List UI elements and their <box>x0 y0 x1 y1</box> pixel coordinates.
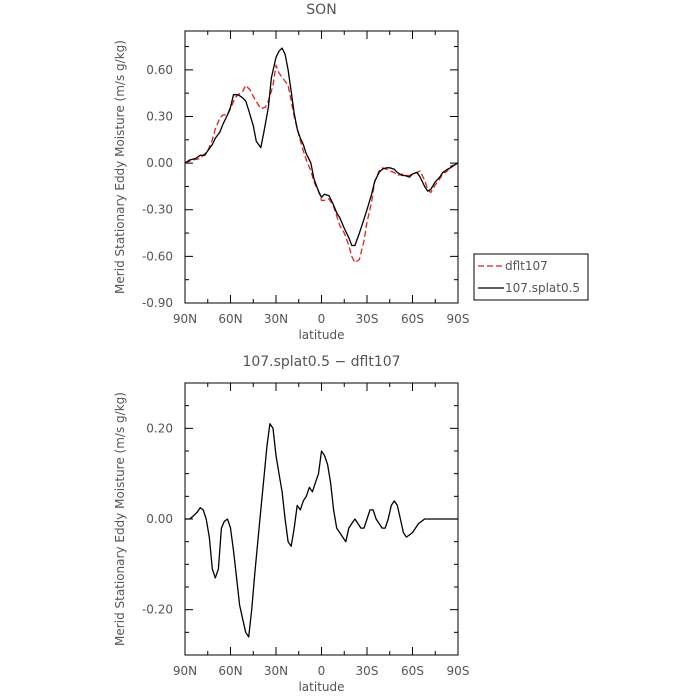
x-tick-label: 30S <box>356 312 379 326</box>
y-tick-label: 0.60 <box>146 63 173 77</box>
x-tick-label: 60N <box>218 664 242 678</box>
y-tick-label: -0.60 <box>142 249 173 263</box>
y-axis-label: Merid Stationary Eddy Moisture (m/s g/kg… <box>113 392 127 646</box>
legend-label: dflt107 <box>505 259 548 273</box>
y-axis-label: Merid Stationary Eddy Moisture (m/s g/kg… <box>113 40 127 294</box>
chart-panel-2: 107.splat0.5 − dflt107 -0.20 0.00 0.20 90N 60… <box>113 354 469 694</box>
x-tick-label: 90S <box>447 312 470 326</box>
chart-title: 107.splat0.5 − dflt107 <box>242 354 400 370</box>
x-tick-label: 0 <box>318 664 326 678</box>
y-tick-label: 0.00 <box>146 512 173 526</box>
legend-label: 107.splat0.5 <box>505 281 580 295</box>
x-axis-label: latitude <box>298 680 344 694</box>
y-tick-label: 0.30 <box>146 109 173 123</box>
chart-title: SON <box>306 2 336 18</box>
x-tick-label: 30N <box>264 664 288 678</box>
x-axis-label: latitude <box>298 328 344 342</box>
x-tick-label: 90N <box>173 312 197 326</box>
y-tick-label: -0.30 <box>142 203 173 217</box>
y-tick-label: 0.20 <box>146 421 173 435</box>
legend-box <box>473 253 589 301</box>
x-tick-label: 0 <box>318 312 326 326</box>
x-tick-label: 30S <box>356 664 379 678</box>
y-tick-label: -0.20 <box>142 603 173 617</box>
x-tick-label: 60S <box>401 312 424 326</box>
x-tick-label: 90S <box>447 664 470 678</box>
series-line-dflt107 <box>184 64 459 264</box>
x-tick-label: 60S <box>401 664 424 678</box>
y-tick-label: 0.00 <box>146 156 173 170</box>
x-tick-label: 60N <box>218 312 242 326</box>
x-tick-label: 30N <box>264 312 288 326</box>
series-line-difference <box>185 423 458 638</box>
x-tick-label: 90N <box>173 664 197 678</box>
chart-panel-1: SON -0.90 -0.60 -0.30 0.00 0.30 0.60 90N 60N 30N 0… <box>113 2 589 342</box>
y-tick-label: -0.90 <box>142 296 173 310</box>
plot-frame <box>184 30 459 304</box>
series-line-107.splat0.5 <box>184 47 459 247</box>
plot-frame <box>184 382 459 656</box>
